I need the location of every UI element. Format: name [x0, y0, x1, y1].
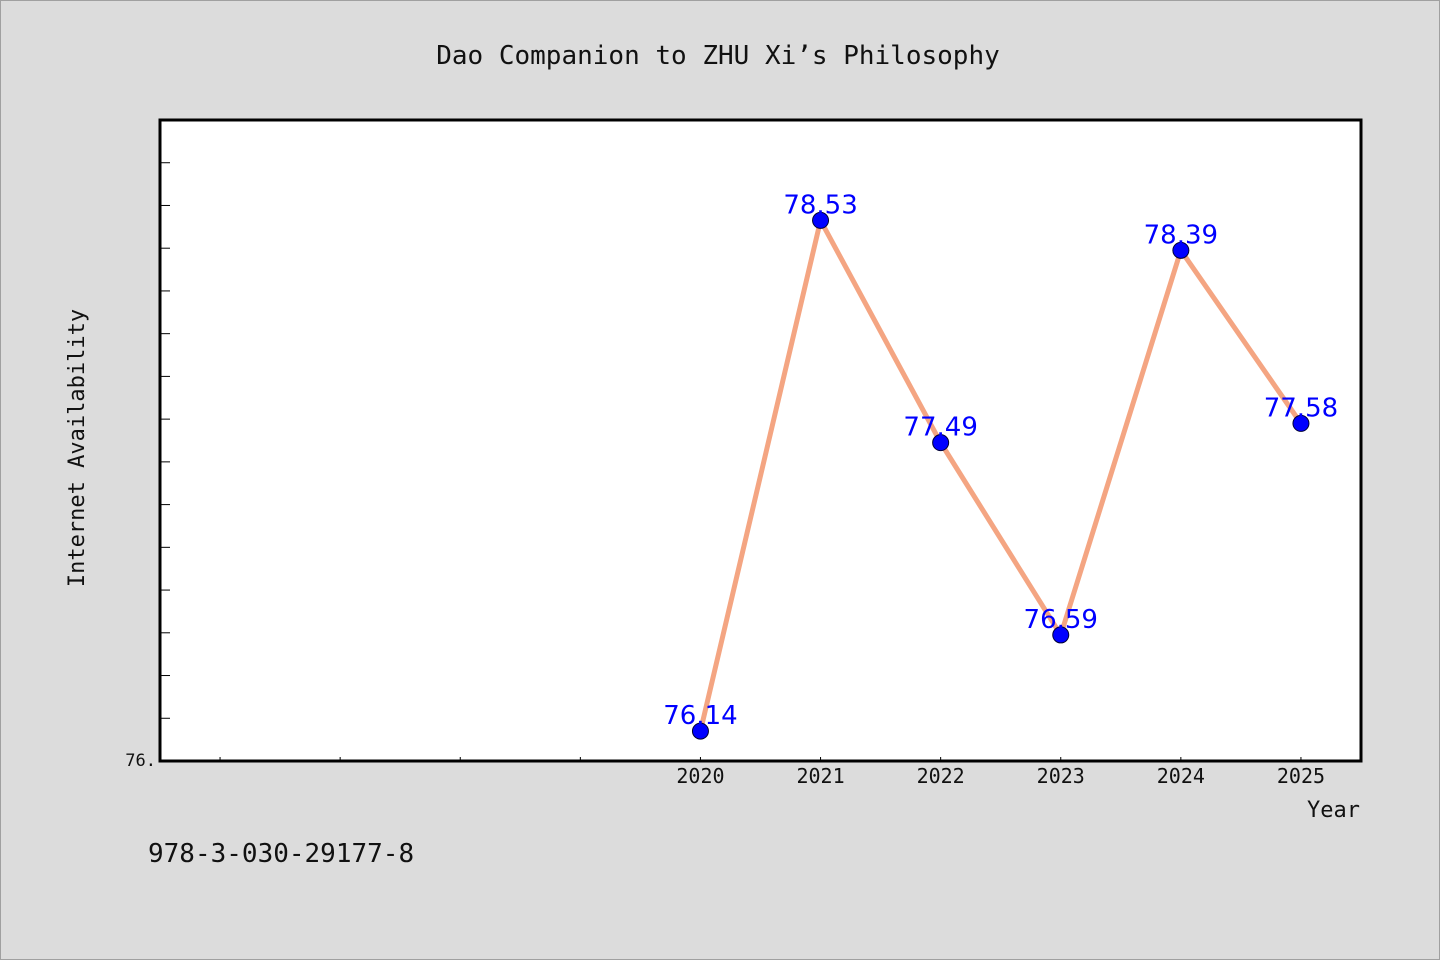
- data-label: 77.49: [903, 413, 977, 443]
- data-point: [1292, 414, 1310, 432]
- y-tick-label: 76.: [125, 751, 156, 771]
- data-labels: 76.14 78.53 77.49 76.59 78.39 77.58: [663, 190, 1338, 731]
- data-label: 78.53: [783, 190, 857, 220]
- x-axis-label: Year: [1307, 798, 1360, 823]
- data-point: [812, 211, 830, 229]
- series-markers: [691, 211, 1310, 740]
- data-point: [1052, 626, 1070, 644]
- data-label: 77.58: [1264, 393, 1338, 423]
- x-tick-label: 2025: [1277, 764, 1325, 788]
- y-axis-ticks: [160, 119, 170, 719]
- x-tick-label: 2024: [1157, 764, 1205, 788]
- data-point: [691, 722, 709, 740]
- data-point: [932, 434, 950, 452]
- y-axis-label: Internet Availability: [65, 309, 90, 587]
- chart-title: Dao Companion to ZHU Xi’s Philosophy: [436, 41, 1000, 71]
- x-tick-label: 2022: [917, 764, 965, 788]
- data-label: 76.14: [663, 701, 737, 731]
- x-tick-labels: 2020 2021 2022 2023 2024 2025: [676, 764, 1325, 788]
- data-label: 76.59: [1024, 605, 1098, 635]
- series-line: [698, 217, 1304, 732]
- plot-area: [158, 118, 1363, 763]
- data-point: [1172, 241, 1190, 259]
- x-tick-label: 2020: [676, 764, 724, 788]
- footnote-isbn: 978-3-030-29177-8: [148, 839, 414, 869]
- x-axis-ticks: [219, 757, 1302, 761]
- x-tick-label: 2023: [1037, 764, 1085, 788]
- data-label: 78.39: [1144, 220, 1218, 250]
- x-tick-label: 2021: [796, 764, 844, 788]
